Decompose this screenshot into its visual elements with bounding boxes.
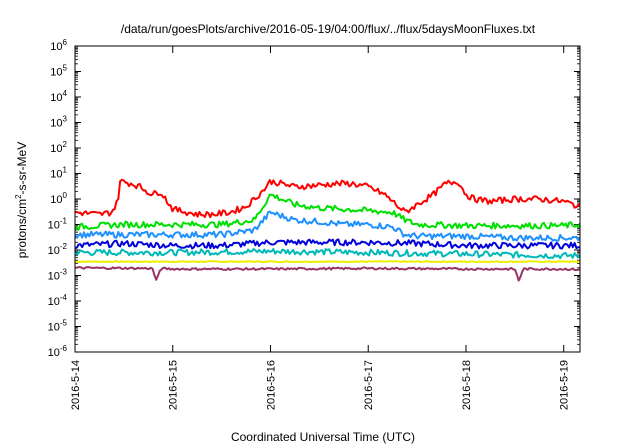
x-tick-label: 2016-5-19 <box>559 360 571 410</box>
y-tick-label: 104 <box>50 89 67 104</box>
y-axis-title-rest: -s-sr-MeV <box>15 142 29 195</box>
series-line <box>75 178 580 219</box>
svg-text:protons/cm2-s-sr-MeV: protons/cm2-s-sr-MeV <box>14 142 29 258</box>
y-tick-label: 103 <box>50 115 67 130</box>
series-line <box>75 248 580 260</box>
x-axis-title: Coordinated Universal Time (UTC) <box>231 430 415 444</box>
y-tick-label: 101 <box>50 166 67 181</box>
y-axis-title-sup: 2 <box>14 194 23 199</box>
y-tick-label: 10-5 <box>48 319 68 334</box>
y-tick-label: 10-1 <box>48 217 68 232</box>
y-tick-label: 105 <box>50 64 67 79</box>
y-tick-label: 10-4 <box>48 293 68 308</box>
series-line <box>75 260 580 264</box>
plot-area <box>75 178 580 282</box>
x-tick-label: 2016-5-18 <box>461 360 473 410</box>
y-tick-label: 100 <box>50 191 67 206</box>
y-axis-title: protons/cm2-s-sr-MeV <box>14 142 29 258</box>
y-tick-label: 106 <box>50 38 67 53</box>
series-line <box>75 210 580 242</box>
y-tick-label: 10-3 <box>48 268 68 283</box>
series-line <box>75 193 580 231</box>
chart-title: /data/run/goesPlots/archive/2016-05-19/0… <box>121 22 536 36</box>
x-tick-label: 2016-5-14 <box>70 360 82 410</box>
y-tick-label: 10-6 <box>48 344 68 359</box>
x-tick-label: 2016-5-16 <box>265 360 277 410</box>
y-axis-title-base: protons/cm <box>15 199 29 258</box>
plot-frame <box>74 45 581 353</box>
x-tick-label: 2016-5-17 <box>363 360 375 410</box>
series-line <box>75 238 580 250</box>
series-line <box>75 266 580 282</box>
y-tick-label: 102 <box>50 140 67 155</box>
x-tick-label: 2016-5-15 <box>168 360 180 410</box>
y-tick-label: 10-2 <box>48 242 68 257</box>
y-axis: 106 105 104 103 102 101 100 10-1 10-2 10-3 10-4 10-… <box>48 38 580 359</box>
